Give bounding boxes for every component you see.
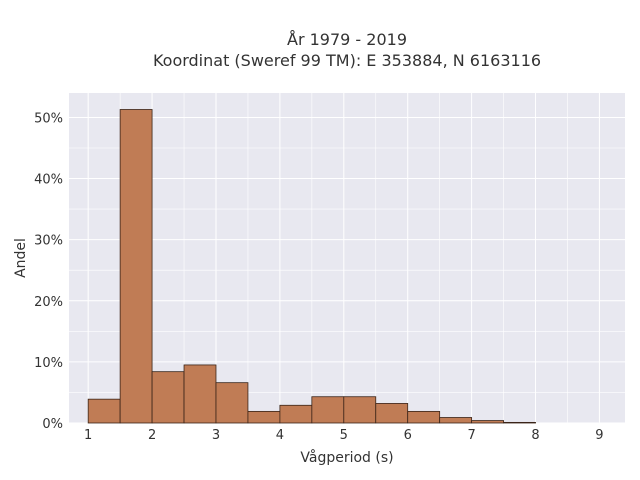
histogram-bar	[375, 403, 409, 424]
histogram-bar	[343, 396, 377, 424]
y-axis-label: Andel	[13, 238, 29, 278]
y-tick-label: 10%	[34, 356, 63, 371]
x-tick-labels: 1 2 3 4 5 6 7 8 9	[84, 428, 604, 443]
y-tick-label: 20%	[34, 295, 63, 310]
x-axis-label: Vågperiod (s)	[300, 449, 393, 466]
histogram-bar	[247, 410, 281, 424]
x-tick-label: 7	[467, 428, 475, 443]
chart-title-line-2: Koordinat (Sweref 99 TM): E 353884, N 61…	[153, 51, 541, 70]
histogram-bar	[311, 396, 345, 424]
y-tick-labels: 0% 10% 20% 30% 40% 50%	[34, 111, 63, 432]
x-tick-label: 9	[595, 428, 603, 443]
histogram-bar	[439, 417, 473, 424]
histogram-bar	[183, 364, 217, 424]
histogram-bar	[151, 371, 185, 424]
bars	[87, 109, 536, 424]
x-tick-label: 3	[212, 428, 220, 443]
x-tick-label: 4	[276, 428, 284, 443]
histogram-bar	[279, 404, 313, 424]
y-tick-label: 50%	[34, 111, 63, 126]
histogram-bar	[119, 109, 153, 424]
histogram-bar	[503, 421, 536, 424]
x-tick-label: 6	[404, 428, 412, 443]
y-tick-label: 40%	[34, 173, 63, 188]
x-tick-label: 2	[148, 428, 156, 443]
chart-title-line-1: År 1979 - 2019	[287, 30, 407, 49]
histogram-bar	[471, 420, 504, 424]
x-tick-label: 5	[340, 428, 348, 443]
histogram-bar	[87, 398, 121, 424]
x-tick-label: 1	[84, 428, 92, 443]
x-tick-label: 8	[531, 428, 539, 443]
histogram-bar	[215, 382, 249, 424]
y-tick-label: 0%	[42, 417, 63, 432]
histogram-bar	[407, 410, 441, 424]
y-tick-label: 30%	[34, 234, 63, 249]
